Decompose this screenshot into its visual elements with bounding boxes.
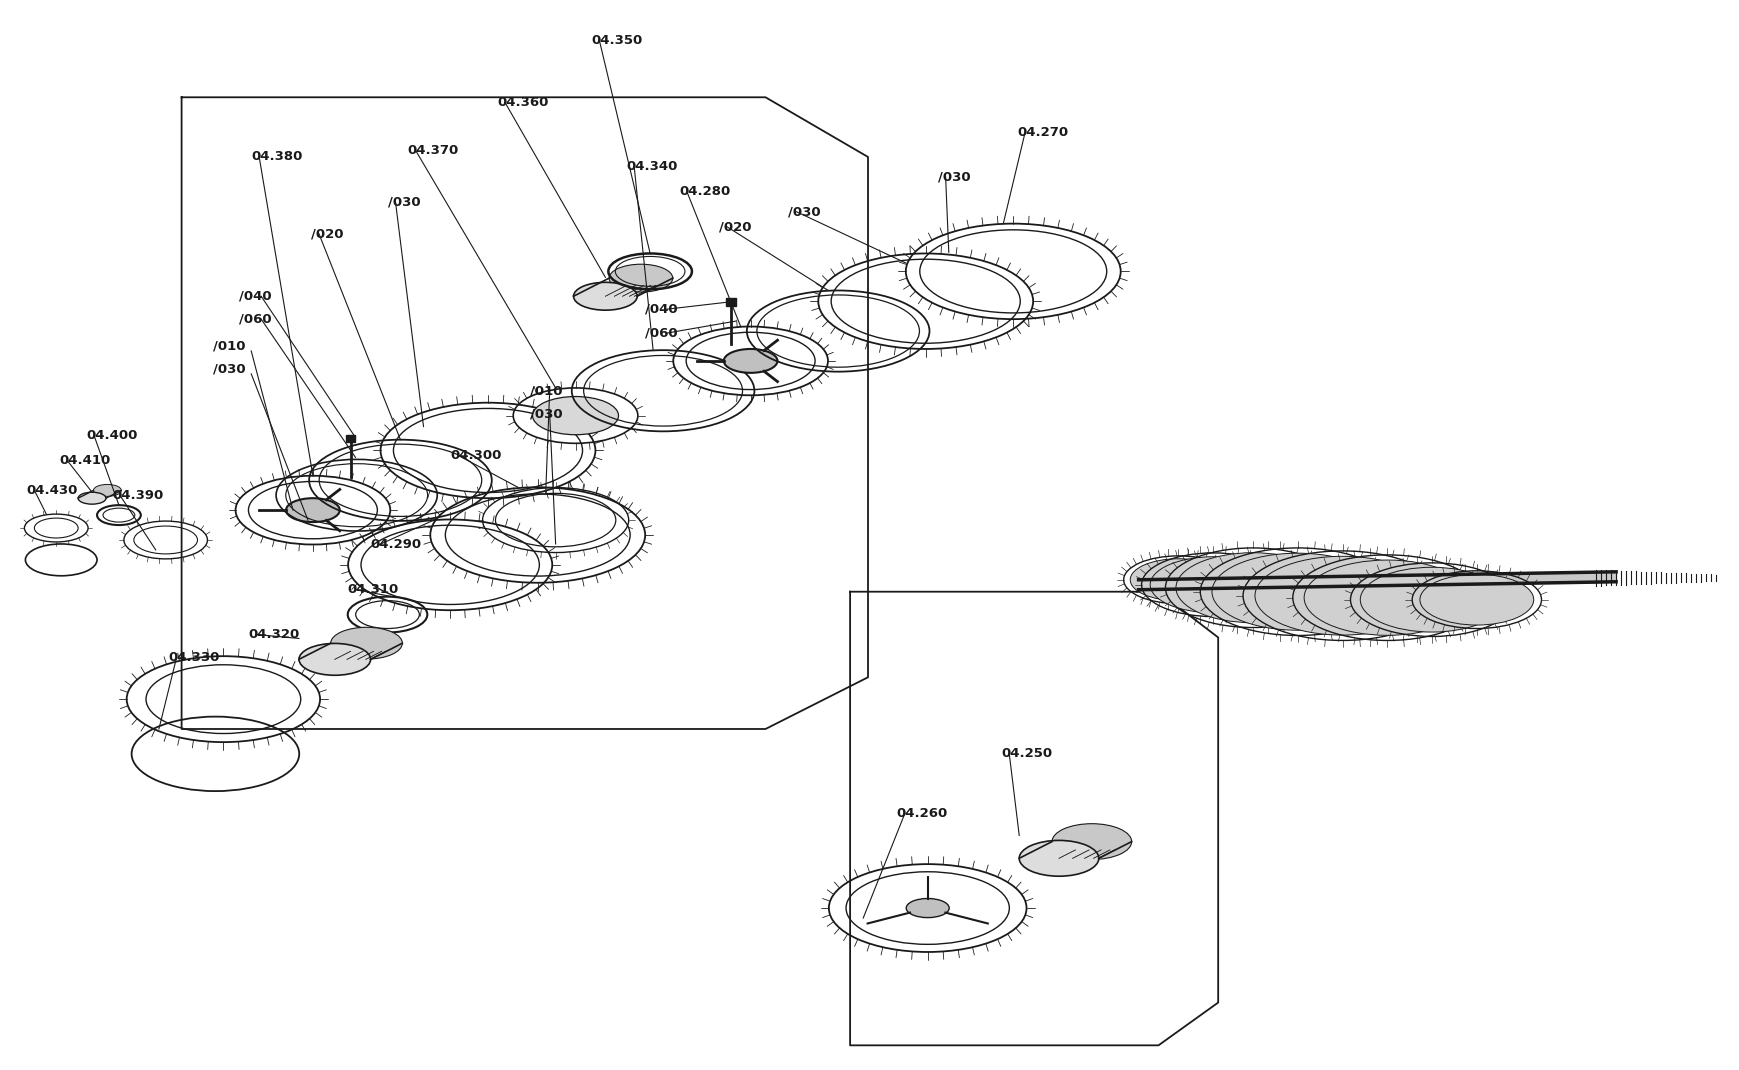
Text: /030: /030 [214,363,245,376]
Text: 04.410: 04.410 [59,454,110,467]
Text: 04.260: 04.260 [896,807,948,820]
Ellipse shape [1254,556,1429,636]
Ellipse shape [1052,824,1130,859]
Ellipse shape [1019,840,1097,876]
Text: 04.290: 04.290 [370,538,421,551]
Ellipse shape [1176,553,1329,623]
Text: /030: /030 [937,170,970,183]
Text: 04.340: 04.340 [626,160,676,173]
Text: 04.360: 04.360 [497,95,548,109]
Text: 04.250: 04.250 [1000,747,1052,761]
Text: /060: /060 [240,312,271,325]
Text: 04.270: 04.270 [1017,125,1068,139]
Ellipse shape [330,627,402,659]
Bar [725,299,736,306]
Text: 04.380: 04.380 [250,151,303,164]
Text: 04.430: 04.430 [26,484,78,496]
Ellipse shape [906,899,949,918]
Ellipse shape [574,282,636,310]
Text: /020: /020 [718,220,751,233]
Text: 04.320: 04.320 [249,628,299,641]
Text: /030: /030 [388,195,419,209]
Text: 04.390: 04.390 [111,489,163,502]
Ellipse shape [1130,559,1226,600]
Ellipse shape [532,397,617,434]
Ellipse shape [1304,560,1469,636]
Ellipse shape [1212,553,1383,630]
Ellipse shape [723,349,777,372]
Text: /010: /010 [529,384,562,397]
Text: /040: /040 [645,303,678,316]
Ellipse shape [285,499,339,522]
Ellipse shape [299,643,370,675]
Text: 04.330: 04.330 [169,651,219,663]
Text: 04.370: 04.370 [407,143,459,156]
Text: /040: /040 [240,290,271,303]
Ellipse shape [1360,567,1502,632]
Text: 04.350: 04.350 [591,34,642,47]
Ellipse shape [609,264,673,292]
Bar [346,434,355,443]
Text: /020: /020 [311,227,343,240]
Text: /010: /010 [214,339,245,352]
Text: 04.400: 04.400 [85,429,137,442]
Text: /030: /030 [529,407,562,421]
Text: 04.310: 04.310 [348,583,398,596]
Text: 04.280: 04.280 [678,185,730,198]
Text: /030: /030 [788,205,821,218]
Text: /060: /060 [645,326,678,339]
Text: 04.300: 04.300 [450,449,501,462]
Ellipse shape [1419,575,1532,625]
Ellipse shape [78,492,106,504]
Ellipse shape [94,485,122,496]
Ellipse shape [1149,556,1275,613]
